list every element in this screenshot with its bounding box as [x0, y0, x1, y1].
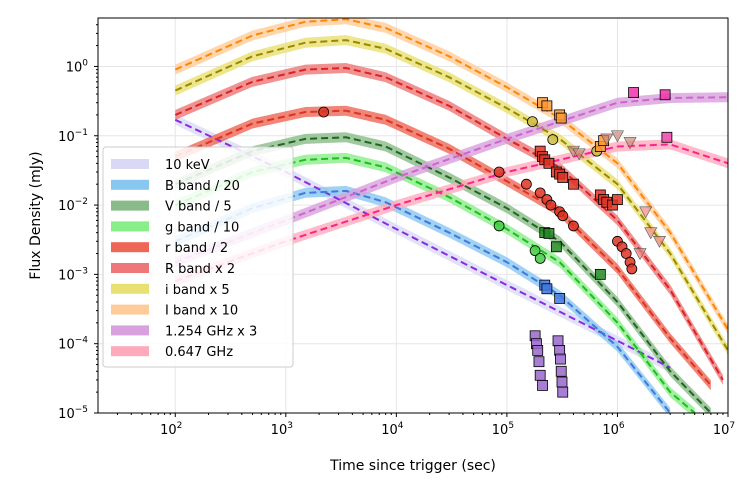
upper-limit-marker	[600, 133, 614, 146]
legend-swatch	[111, 200, 149, 211]
legend-swatch	[111, 221, 149, 232]
data-point	[543, 228, 555, 239]
legend-label: r band / 2	[165, 241, 228, 256]
model-line	[174, 136, 712, 413]
upper-limit-marker	[652, 236, 666, 248]
y-tick-exponent: −2	[75, 197, 88, 207]
data-point	[318, 106, 330, 118]
data-point	[533, 356, 545, 368]
data-point	[628, 87, 640, 98]
legend-swatch	[111, 283, 149, 294]
legend-swatch	[111, 304, 149, 315]
model-line	[174, 109, 712, 387]
data-point	[568, 220, 579, 232]
legend-label: 10 keV	[165, 158, 210, 173]
y-tick-exponent: −1	[75, 128, 88, 138]
y-tick-exponent: −5	[75, 405, 88, 415]
data-point	[537, 380, 548, 391]
data-point	[557, 210, 569, 222]
data-point	[554, 293, 566, 304]
upper-limit-marker	[623, 137, 637, 150]
data-point	[543, 157, 555, 169]
legend-label: R band x 2	[165, 262, 235, 277]
x-tick-exponent: 2	[177, 421, 183, 431]
data-points	[318, 87, 673, 398]
y-axis-label: Flux Density (mJy)	[28, 151, 44, 279]
model-line	[174, 156, 696, 413]
data-point	[526, 116, 538, 128]
model-band	[175, 18, 728, 335]
y-tick-exponent: −4	[75, 336, 89, 346]
data-point	[493, 220, 505, 232]
legend-label: I band x 10	[165, 304, 238, 319]
data-point	[555, 353, 566, 365]
data-point	[532, 345, 544, 356]
data-point	[659, 89, 671, 101]
data-point	[550, 241, 562, 253]
legend: 10 keV B band / 20 V band / 5 g band / 10 r …	[102, 146, 294, 368]
data-point	[520, 178, 532, 190]
data-point	[594, 268, 606, 280]
legend-label: B band / 20	[165, 179, 240, 194]
data-point	[612, 194, 623, 205]
data-point	[555, 365, 567, 377]
data-point	[556, 376, 568, 388]
upper-limit-marker	[572, 148, 586, 161]
legend-label: i band x 5	[165, 283, 230, 298]
data-point	[547, 134, 559, 146]
x-tick-exponent: 5	[508, 421, 514, 431]
legend-box	[102, 146, 294, 368]
data-point	[541, 100, 553, 112]
data-point	[568, 178, 579, 190]
model-band	[175, 63, 723, 385]
x-tick-exponent: 3	[287, 421, 293, 431]
legend-label: V band / 5	[165, 200, 232, 215]
legend-label: 0.647 GHz	[165, 345, 233, 360]
upper-limit-marker	[644, 227, 658, 240]
x-tick-exponent: 7	[729, 421, 735, 431]
data-point	[541, 283, 553, 295]
x-tick-exponent: 6	[619, 421, 625, 431]
upper-limit-marker	[633, 248, 647, 261]
legend-swatch	[111, 263, 149, 273]
data-point	[529, 245, 541, 257]
upper-limit-marker	[639, 206, 653, 219]
y-tick-exponent: 0	[82, 58, 88, 68]
y-tick-exponent: −3	[75, 266, 88, 276]
legend-swatch	[111, 242, 149, 253]
data-point	[534, 253, 546, 264]
data-point	[557, 172, 569, 183]
upper-limit-marker	[610, 130, 624, 143]
model-line	[174, 39, 728, 351]
model-line	[174, 66, 724, 381]
legend-label: g band / 10	[165, 220, 239, 235]
legend-swatch	[111, 159, 149, 169]
x-tick-exponent: 4	[398, 421, 404, 431]
legend-label: 1.254 GHz x 3	[165, 324, 257, 339]
data-point	[661, 131, 673, 143]
data-point	[534, 369, 546, 381]
legend-swatch	[111, 346, 149, 357]
data-point	[552, 335, 564, 347]
data-point	[555, 112, 567, 124]
x-axis-label: Time since trigger (sec)	[329, 458, 496, 474]
data-point	[534, 187, 546, 199]
data-point	[557, 386, 569, 398]
data-point	[626, 263, 638, 275]
model-line	[174, 18, 728, 331]
model-band	[175, 35, 728, 356]
data-point	[545, 199, 557, 211]
legend-swatch	[111, 325, 149, 336]
data-point	[493, 166, 505, 178]
legend-swatch	[111, 179, 149, 190]
